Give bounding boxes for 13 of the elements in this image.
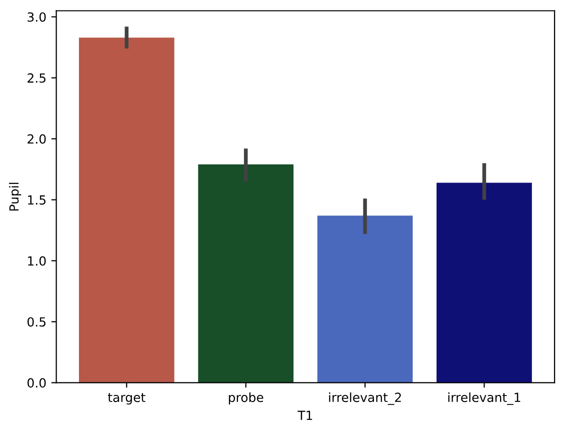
y-tick-label: 2.0 xyxy=(28,134,46,144)
y-tick-label: 2.5 xyxy=(28,73,46,83)
x-tick-label: target xyxy=(108,393,146,405)
x-tick-label: irrelevant_1 xyxy=(448,392,520,405)
y-tick-label: 1.0 xyxy=(28,256,46,266)
x-axis-title: T1 xyxy=(298,410,312,420)
x-tick-label: probe xyxy=(228,392,264,405)
y-tick-label: 3.0 xyxy=(28,12,46,22)
y-tick-label: 1.5 xyxy=(28,195,46,205)
y-tick-label: 0.0 xyxy=(28,378,46,388)
y-axis-title: Pupil xyxy=(9,182,22,211)
y-tick-label: 0.5 xyxy=(28,317,46,327)
x-tick-label: irrelevant_2 xyxy=(329,392,401,405)
